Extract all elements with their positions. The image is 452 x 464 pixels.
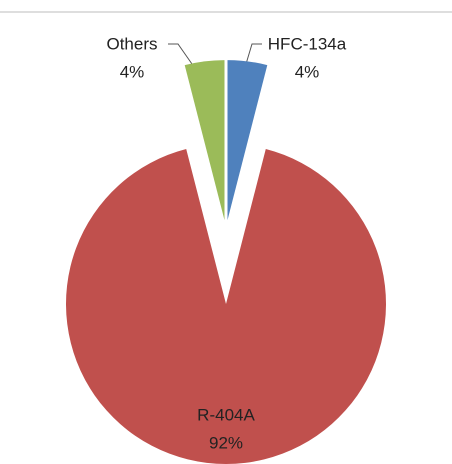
pie-slice bbox=[184, 60, 225, 221]
slice-label: R-404A bbox=[197, 405, 255, 424]
slices bbox=[66, 60, 386, 464]
pie-slice bbox=[66, 149, 386, 464]
slice-value-label: 4% bbox=[120, 62, 145, 81]
slice-label: HFC-134a bbox=[268, 34, 347, 53]
leader-line bbox=[245, 43, 262, 65]
slice-value-label: 92% bbox=[209, 433, 243, 452]
slice-label: Others bbox=[106, 34, 157, 53]
slice-value-label: 4% bbox=[295, 62, 320, 81]
leader-line bbox=[168, 43, 193, 65]
pie-slice bbox=[227, 60, 268, 221]
